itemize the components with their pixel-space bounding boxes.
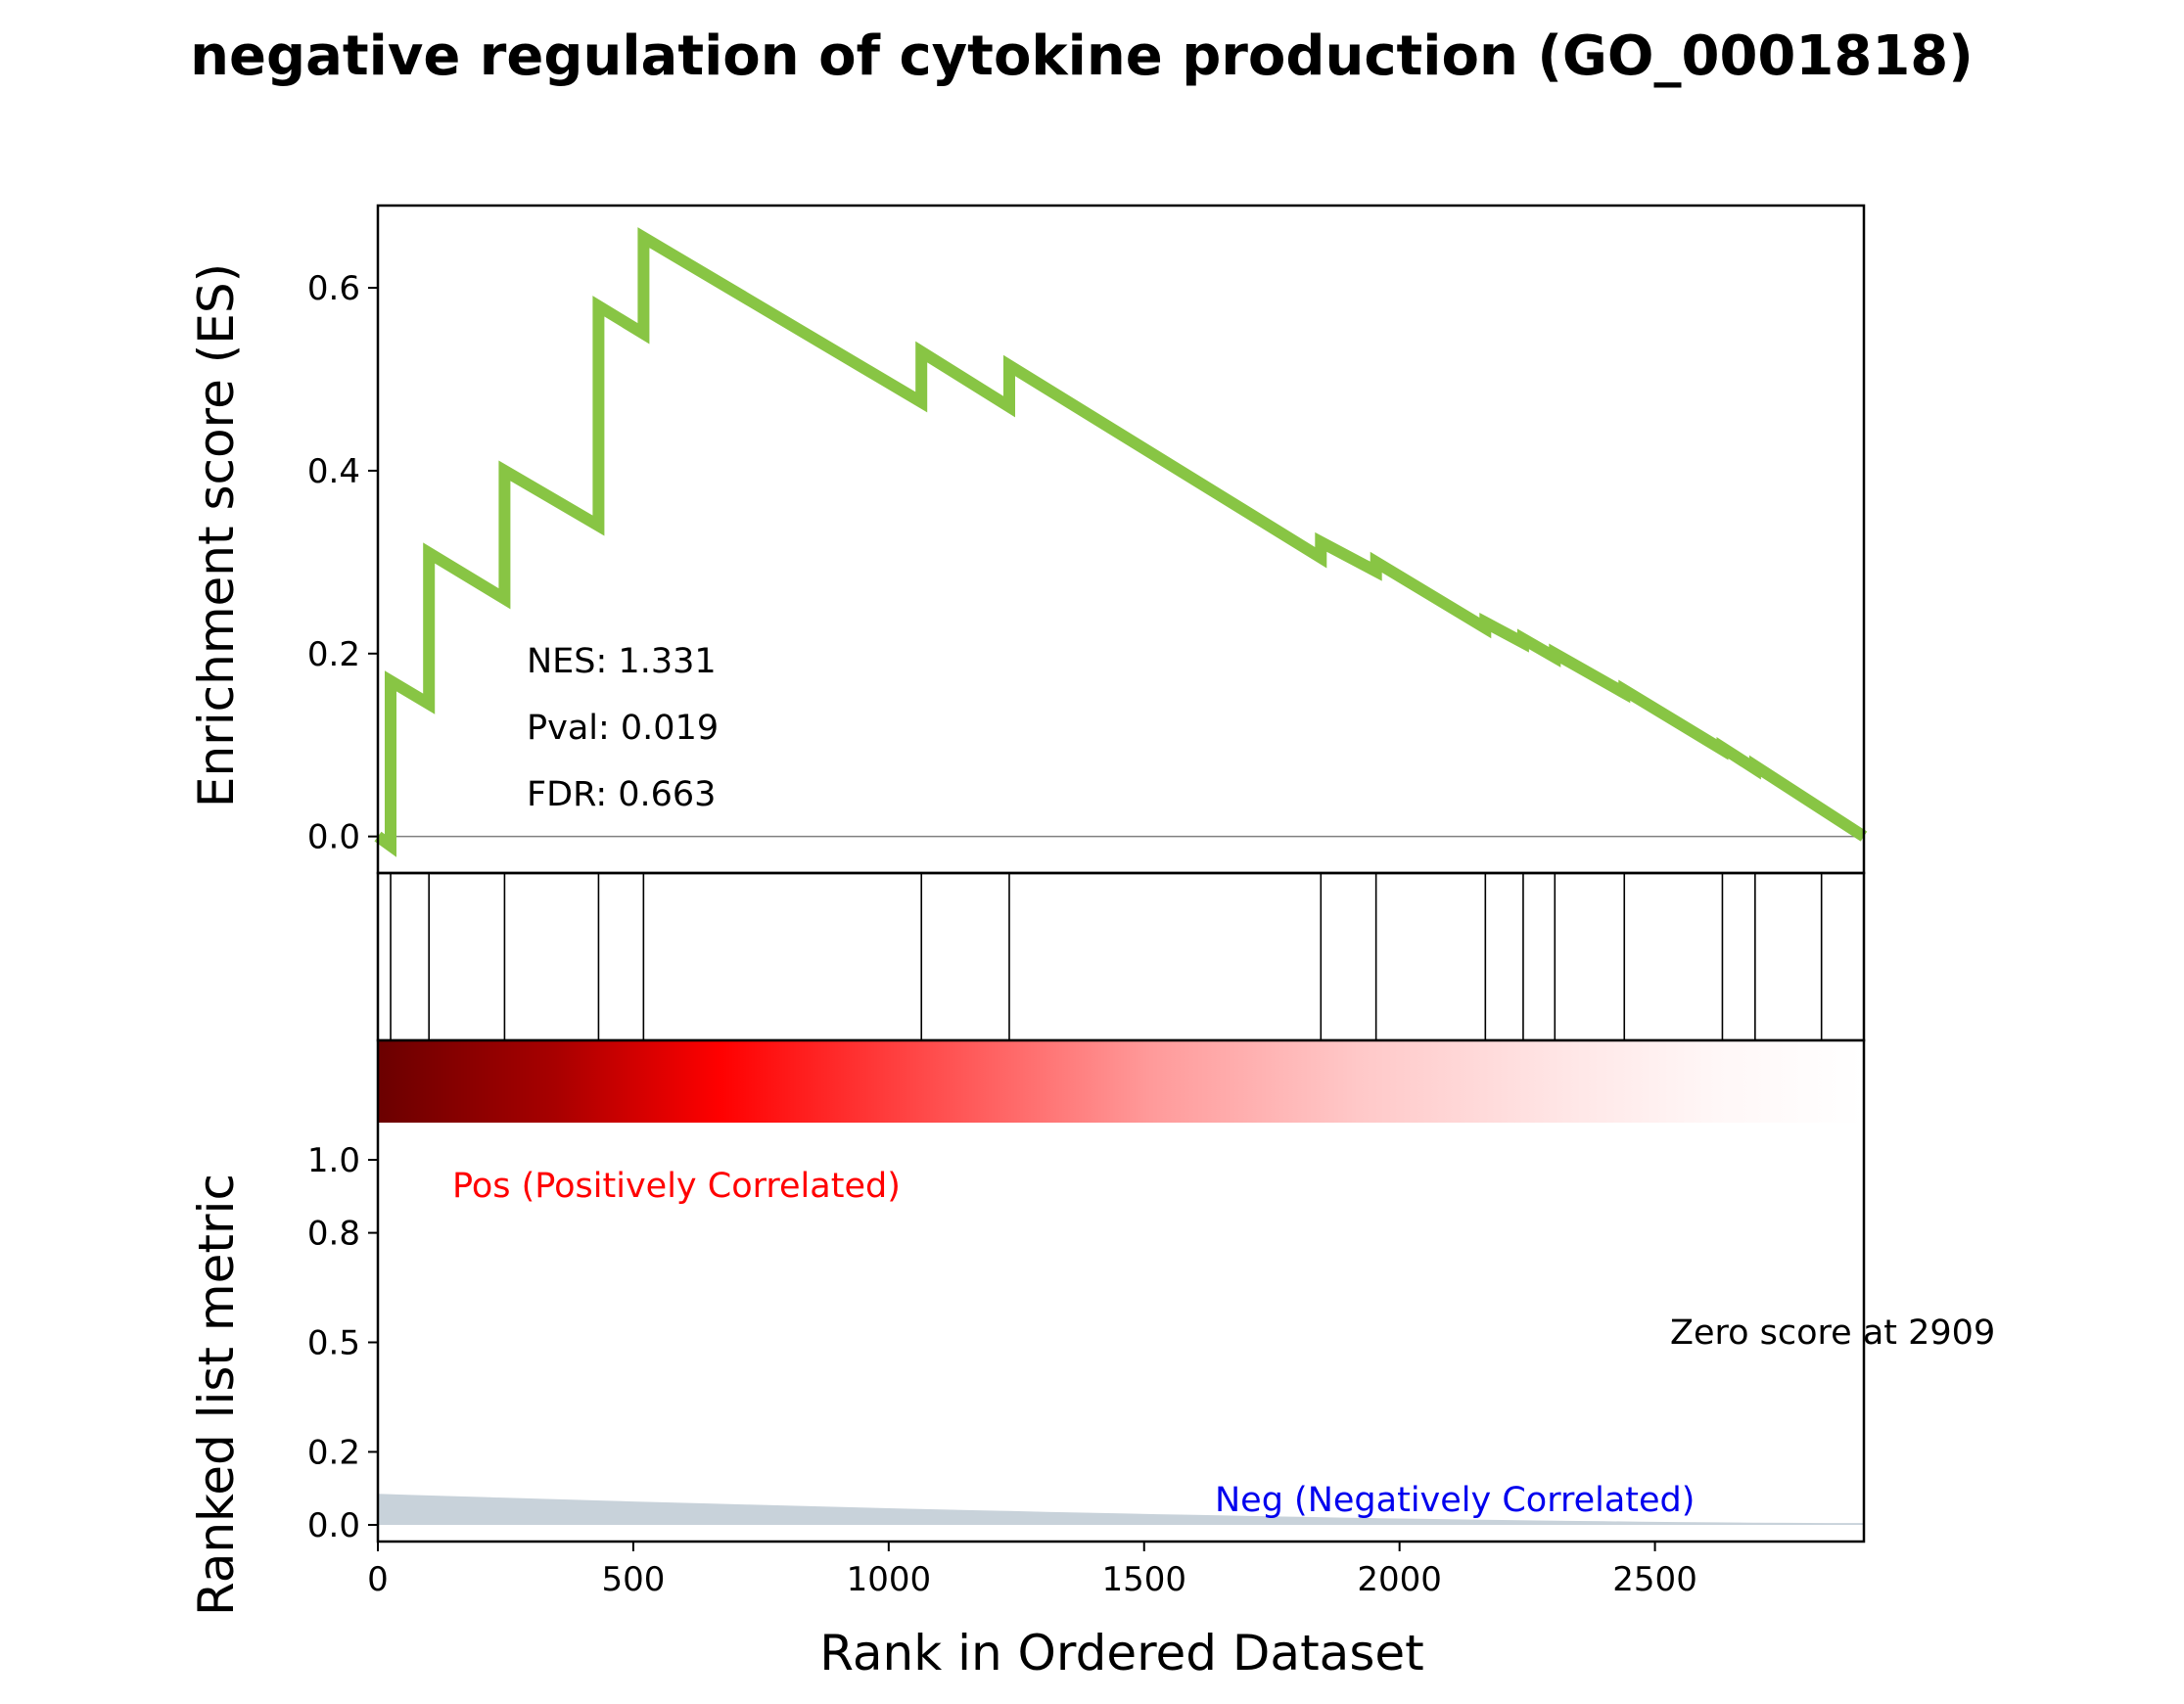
x-tick-label: 0 (367, 1560, 389, 1599)
es-ytick-label: 0.2 (307, 635, 360, 674)
rank-ytick-label: 0.0 (307, 1506, 360, 1545)
es-pval-text: Pval: 0.019 (527, 709, 719, 748)
rank-ytick-label: 0.5 (307, 1324, 360, 1363)
hits-panel-frame (376, 871, 1866, 1042)
es-ytick-label: 0.6 (307, 269, 360, 308)
x-tick-label: 500 (601, 1560, 665, 1599)
es-panel: 0.0 0.2 0.4 0.6 NES: 1.331 Pval: 0.019 FDR:… (188, 204, 1868, 875)
rank-ytick-label: 0.8 (307, 1215, 360, 1254)
es-yticks: 0.0 0.2 0.4 0.6 (307, 269, 378, 857)
x-tick-label: 1000 (847, 1560, 932, 1599)
rank-ytick-label: 0.2 (307, 1433, 360, 1472)
x-axis-label: Rank in Ordered Dataset (819, 1625, 1423, 1681)
es-ylabel: Enrichment score (ES) (188, 263, 245, 807)
neg-label: Neg (Negatively Correlated) (1215, 1481, 1695, 1520)
es-nes-text: NES: 1.331 (527, 642, 717, 681)
es-ytick-label: 0.4 (307, 452, 360, 491)
pos-label: Pos (Positively Correlated) (452, 1167, 901, 1206)
zero-score-label: Zero score at 2909 (1670, 1313, 1995, 1353)
hit-lines (390, 873, 1823, 1040)
x-tick-label: 2000 (1357, 1560, 1442, 1599)
es-fdr-text: FDR: 0.663 (527, 775, 716, 814)
es-ytick-label: 0.0 (307, 818, 360, 857)
correlation-gradient-bar (378, 1040, 1864, 1123)
rank-panel-frame (376, 1038, 1866, 1543)
x-tick-label: 2500 (1612, 1560, 1697, 1599)
rank-panel: 0.0 0.2 0.5 0.8 1.0 Pos (Positively Correlat… (188, 1038, 1995, 1616)
rank-ylabel: Ranked list metric (188, 1174, 245, 1616)
rank-yticks: 0.0 0.2 0.5 0.8 1.0 (307, 1141, 378, 1545)
x-axis-ticks: 0 500 1000 1500 2000 2500 (367, 1542, 1697, 1599)
es-curve (374, 227, 1868, 857)
rank-ytick-label: 1.0 (307, 1141, 360, 1180)
x-tick-label: 1500 (1101, 1560, 1186, 1599)
ranked-metric-area (378, 1494, 1864, 1525)
hits-panel (376, 871, 1866, 1042)
chart-title: negative regulation of cytokine producti… (190, 24, 1974, 88)
